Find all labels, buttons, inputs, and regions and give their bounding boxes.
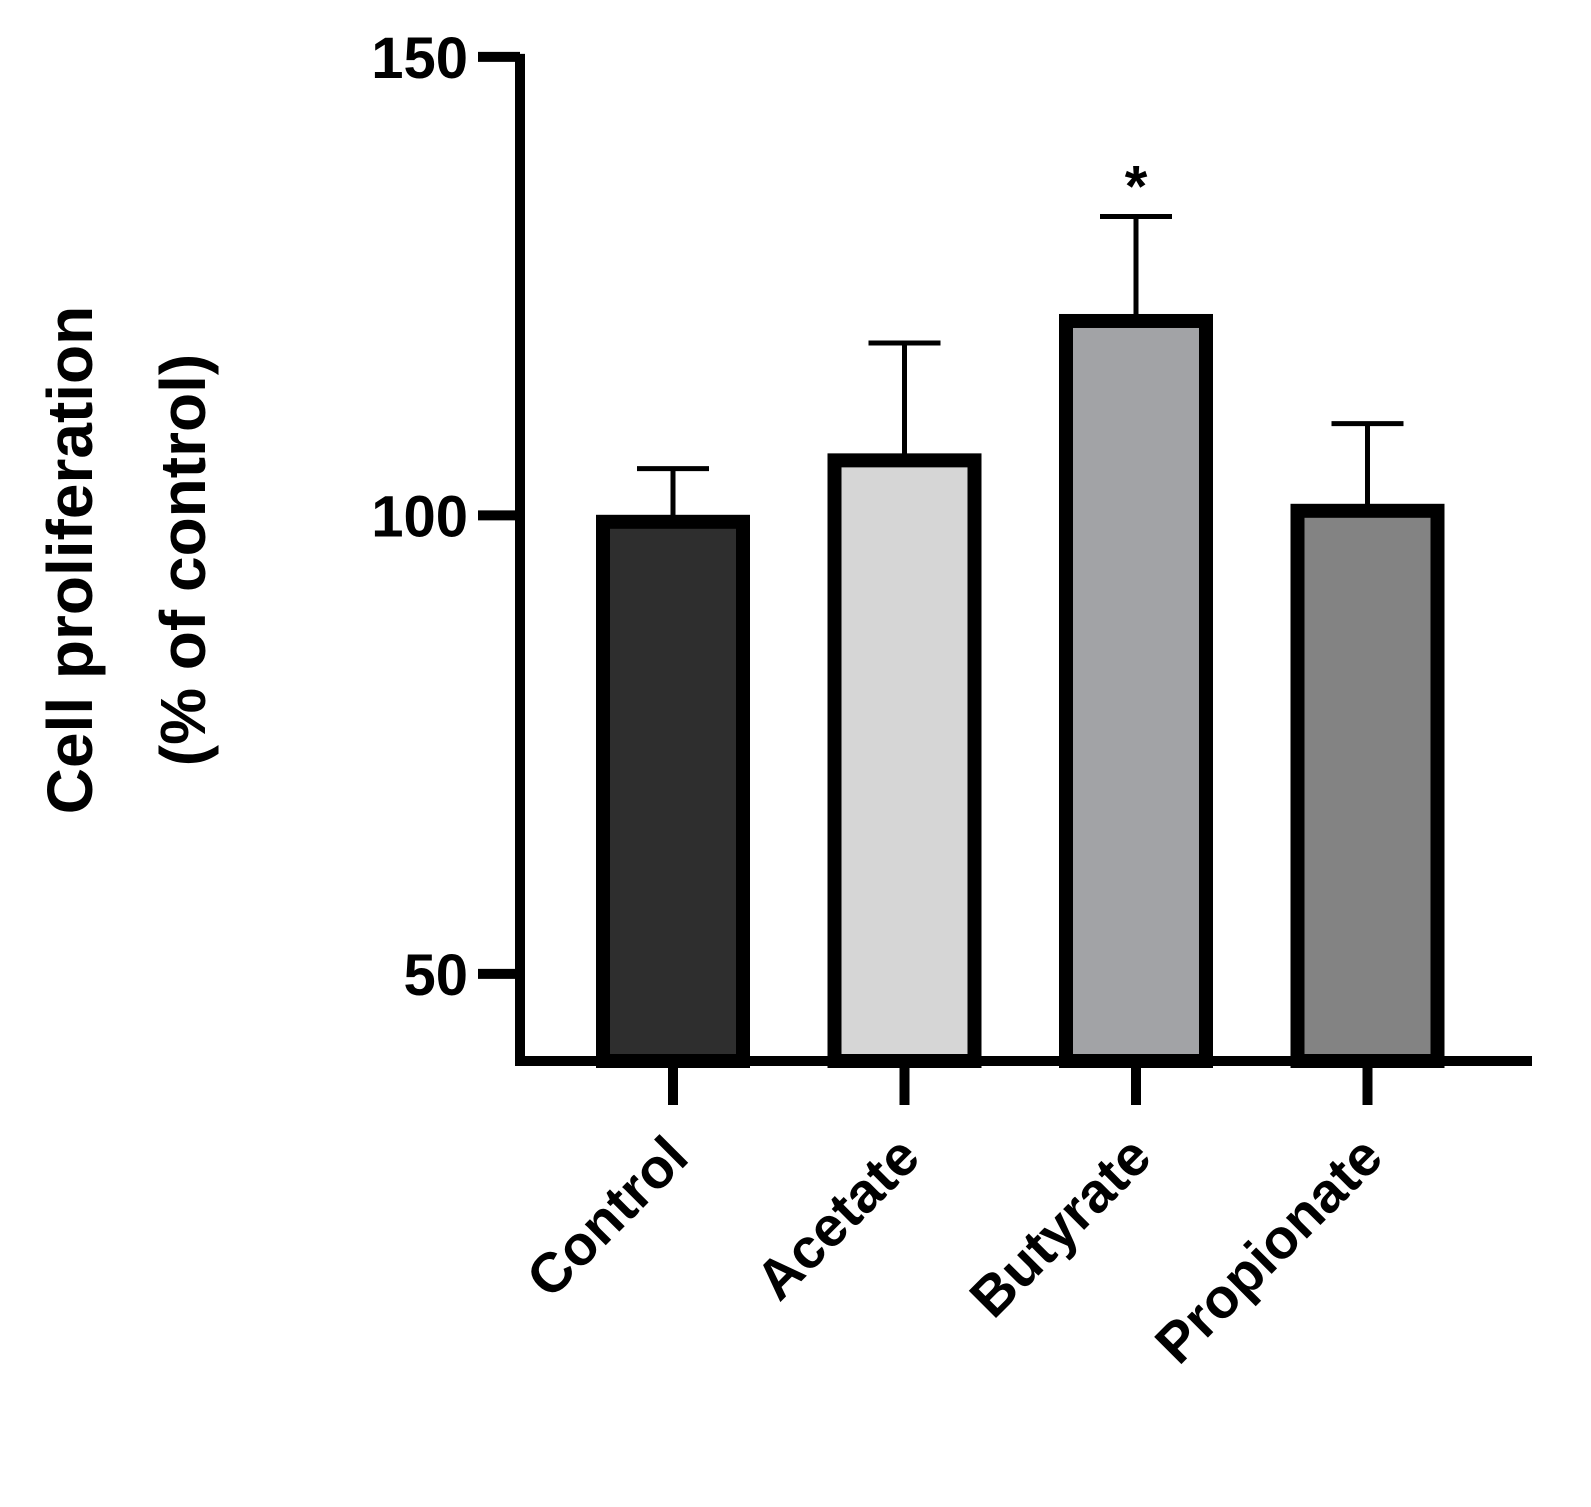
y-axis-title: Cell proliferation (% of control)	[34, 306, 219, 815]
x-tick-label-control: Control	[514, 1124, 699, 1309]
y-tick-label-100: 100	[371, 484, 468, 549]
bar-butyrate	[1059, 313, 1213, 1068]
y-axis-title-line-2: (% of control)	[147, 354, 219, 766]
x-tick-label-propionate: Propionate	[1143, 1124, 1394, 1375]
error-bars-layer	[637, 213, 1404, 522]
bar-acetate	[827, 453, 982, 1068]
y-tick-label-50: 50	[403, 943, 468, 1008]
x-tick-label-butyrate: Butyrate	[957, 1124, 1162, 1329]
significance-marker-butyrate: *	[1125, 154, 1148, 219]
y-tick-label-150: 150	[371, 26, 468, 91]
axes-layer	[478, 51, 1532, 1105]
bars-layer	[596, 313, 1445, 1068]
bar-propionate	[1290, 503, 1445, 1068]
y-axis-title-line-1: Cell proliferation	[34, 306, 106, 815]
x-tick-label-acetate: Acetate	[743, 1124, 931, 1312]
bar-control	[596, 514, 750, 1068]
